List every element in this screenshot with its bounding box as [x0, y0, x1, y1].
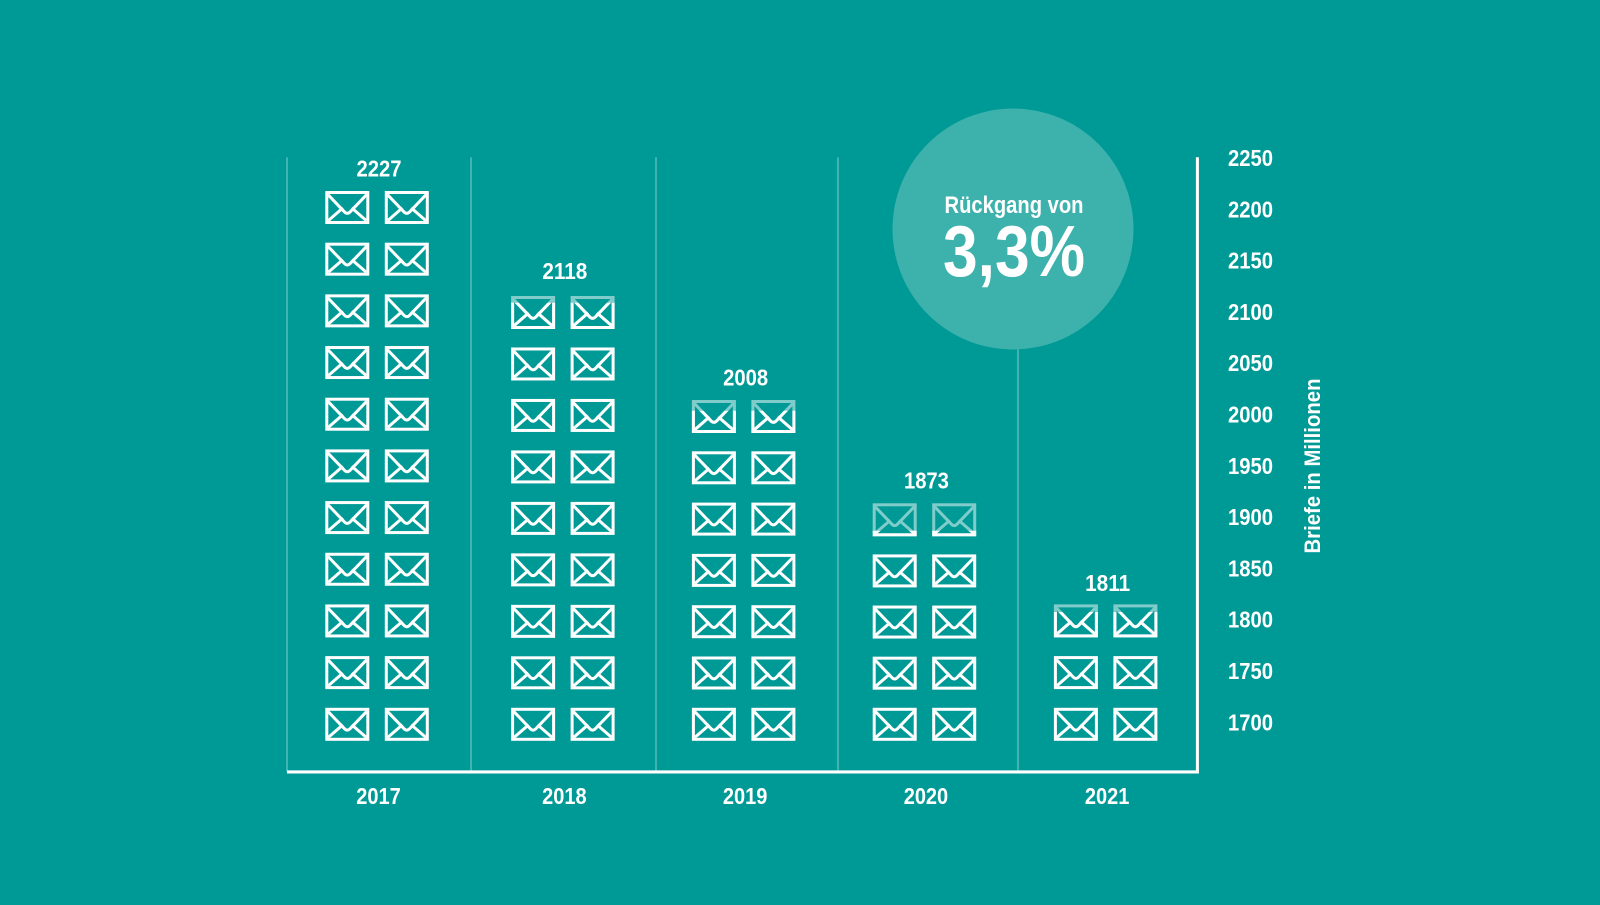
svg-text:2021: 2021 — [1085, 783, 1130, 809]
svg-text:2019: 2019 — [723, 783, 768, 809]
svg-text:2000: 2000 — [1228, 402, 1273, 428]
svg-text:2227: 2227 — [357, 155, 402, 181]
svg-text:1900: 1900 — [1228, 504, 1273, 530]
svg-text:2020: 2020 — [904, 783, 949, 809]
svg-text:2118: 2118 — [542, 258, 587, 284]
svg-text:3,3%: 3,3% — [943, 212, 1085, 292]
svg-text:Rückgang von: Rückgang von — [945, 192, 1084, 219]
svg-text:2050: 2050 — [1228, 350, 1273, 376]
svg-text:2018: 2018 — [542, 783, 587, 809]
svg-text:1950: 1950 — [1228, 453, 1273, 479]
svg-text:1811: 1811 — [1085, 570, 1130, 596]
svg-text:2017: 2017 — [356, 783, 401, 809]
svg-text:2100: 2100 — [1228, 299, 1273, 325]
svg-text:1850: 1850 — [1228, 555, 1273, 581]
svg-text:1800: 1800 — [1228, 607, 1273, 633]
svg-text:1700: 1700 — [1228, 709, 1273, 735]
svg-text:1750: 1750 — [1228, 658, 1273, 684]
svg-text:Briefe in Millionen: Briefe in Millionen — [1300, 379, 1325, 554]
svg-text:2200: 2200 — [1228, 196, 1273, 222]
svg-text:2008: 2008 — [723, 364, 768, 390]
svg-text:1873: 1873 — [904, 468, 949, 494]
svg-text:2150: 2150 — [1228, 248, 1273, 274]
svg-text:2250: 2250 — [1228, 145, 1273, 171]
